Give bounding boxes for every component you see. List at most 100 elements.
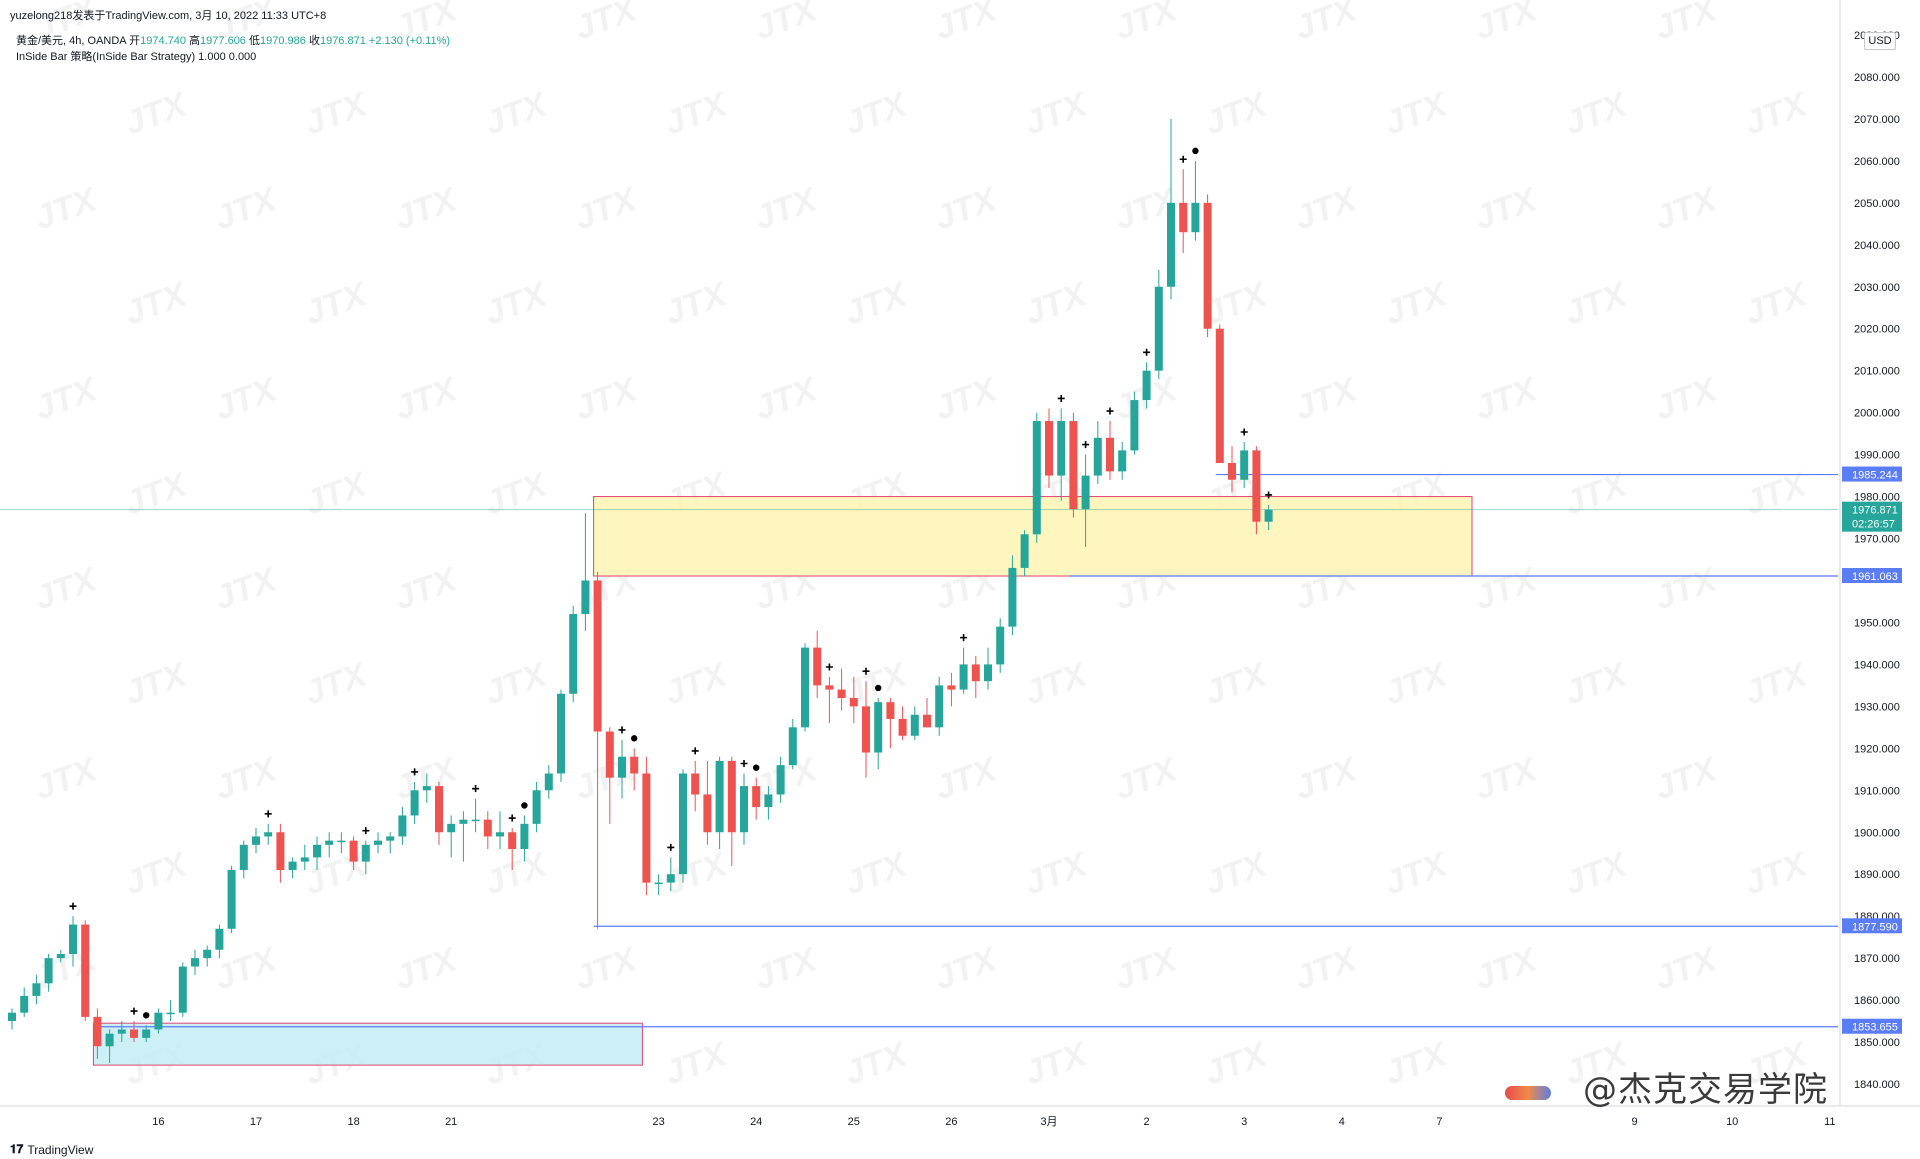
candle-body xyxy=(81,924,90,1017)
candle-body xyxy=(1252,450,1261,522)
current-price-tag xyxy=(1842,501,1902,532)
candle-body xyxy=(508,832,517,850)
watermark-text: JTX xyxy=(120,275,194,333)
indicator-legend[interactable]: InSide Bar 策略(InSide Bar Strategy) 1.000… xyxy=(16,51,257,63)
watermark-text: JTX xyxy=(30,560,104,618)
watermark-text: JTX xyxy=(120,85,194,143)
watermark-text: JTX xyxy=(300,655,374,713)
watermark-text: JTX xyxy=(1740,465,1814,523)
watermark-text: JTX xyxy=(120,465,194,523)
watermark-text: JTX xyxy=(570,0,644,48)
candle-body xyxy=(654,882,663,885)
signal-plus-marker xyxy=(69,902,77,910)
watermark-text: JTX xyxy=(1380,845,1454,903)
level-price-text: 1961.063 xyxy=(1852,571,1898,583)
tradingview-brand: TradingView xyxy=(27,1142,94,1157)
signal-plus-marker xyxy=(740,760,748,768)
signal-dot-marker xyxy=(631,735,638,742)
price-tick-label: 1910.000 xyxy=(1854,785,1900,797)
signal-plus-marker xyxy=(1240,428,1248,436)
price-tick-label: 2030.000 xyxy=(1854,282,1900,294)
candle-body xyxy=(1154,286,1163,371)
signal-plus-marker xyxy=(264,810,272,818)
symbol-label[interactable]: 黄金/美元, 4h, OANDA xyxy=(16,35,127,47)
watermark-text: JTX xyxy=(210,370,284,428)
watermark-text: JTX xyxy=(1200,845,1274,903)
signal-plus-marker xyxy=(691,747,699,755)
candle-body xyxy=(361,844,370,862)
candle-body xyxy=(142,1029,151,1038)
candle-body xyxy=(20,995,29,1013)
watermark-text: JTX xyxy=(300,465,374,523)
watermark-text: JTX xyxy=(1470,180,1544,238)
signal-plus-marker xyxy=(1057,394,1065,402)
candle-body xyxy=(788,727,797,766)
signal-dot-marker xyxy=(875,684,882,692)
candle-body xyxy=(32,983,41,996)
watermark-badge-icon xyxy=(1505,1086,1551,1100)
candle-body xyxy=(691,773,700,795)
candle-body xyxy=(984,664,992,682)
watermark-text: JTX xyxy=(750,370,824,428)
watermark-text: JTX xyxy=(1650,750,1724,808)
candle-body xyxy=(422,786,431,791)
candle-body xyxy=(44,958,53,984)
candle-body xyxy=(459,819,468,824)
candle-body xyxy=(886,702,895,719)
candle-body xyxy=(313,844,321,858)
watermark-text: JTX xyxy=(1650,370,1724,428)
tradingview-logo[interactable]: 𝟏𝟕 TradingView xyxy=(10,1142,93,1157)
signal-plus-marker xyxy=(472,785,480,793)
candle-body xyxy=(178,966,187,1013)
time-tick-label: 25 xyxy=(848,1116,860,1128)
watermark-text: JTX xyxy=(1110,940,1184,998)
time-tick-label: 23 xyxy=(652,1116,664,1128)
candle-body xyxy=(117,1029,126,1034)
blue-zone xyxy=(92,1022,643,1066)
candle-body xyxy=(801,647,809,728)
candle-body xyxy=(1191,202,1200,233)
candle-body xyxy=(1215,328,1224,463)
watermark-text: JTX xyxy=(1020,85,1094,143)
watermark-text: JTX xyxy=(660,275,734,333)
candle-body xyxy=(1142,370,1151,401)
candle-body xyxy=(703,794,712,833)
level-price-tag xyxy=(1842,568,1902,584)
watermark-text: JTX xyxy=(30,180,104,238)
candle-body xyxy=(557,693,565,774)
candle-body xyxy=(166,1012,175,1015)
signal-plus-marker xyxy=(1082,441,1090,449)
watermark-text: JTX xyxy=(1380,1035,1454,1093)
signal-plus-marker xyxy=(130,1007,138,1015)
signal-plus-marker xyxy=(1265,491,1273,499)
watermark-text: JTX xyxy=(1470,560,1544,618)
candle-body xyxy=(1264,509,1273,522)
signal-dot-marker xyxy=(143,1012,150,1019)
level-price-tag xyxy=(1842,918,1902,934)
candle-body xyxy=(849,697,858,707)
price-tick-label: 1940.000 xyxy=(1854,659,1900,671)
signal-plus-marker xyxy=(362,827,370,835)
watermark-text: JTX xyxy=(750,940,824,998)
time-tick-label: 9 xyxy=(1632,1116,1638,1128)
watermark-text: JTX xyxy=(1020,845,1094,903)
watermark-text: JTX xyxy=(480,465,554,523)
watermark-text: JTX xyxy=(750,180,824,238)
candle-body xyxy=(1057,421,1066,476)
candle-body xyxy=(959,664,968,690)
candle-body xyxy=(483,819,492,837)
candle-body xyxy=(874,702,883,753)
candle-body xyxy=(1093,437,1102,476)
candle-body xyxy=(264,832,273,837)
candle-body xyxy=(727,760,736,833)
watermark-text: JTX xyxy=(930,370,1004,428)
time-tick-label: 26 xyxy=(945,1116,957,1128)
watermark-text: JTX xyxy=(1200,1035,1274,1093)
price-tick-label: 1950.000 xyxy=(1854,617,1900,629)
watermark-text: JTX xyxy=(930,940,1004,998)
publisher-line: yuzelong218发表于TradingView.com, 3月 10, 20… xyxy=(10,10,327,22)
watermark-text: JTX xyxy=(480,275,554,333)
current-price-text: 1976.871 xyxy=(1852,505,1898,517)
price-tick-label: 1860.000 xyxy=(1854,995,1900,1007)
